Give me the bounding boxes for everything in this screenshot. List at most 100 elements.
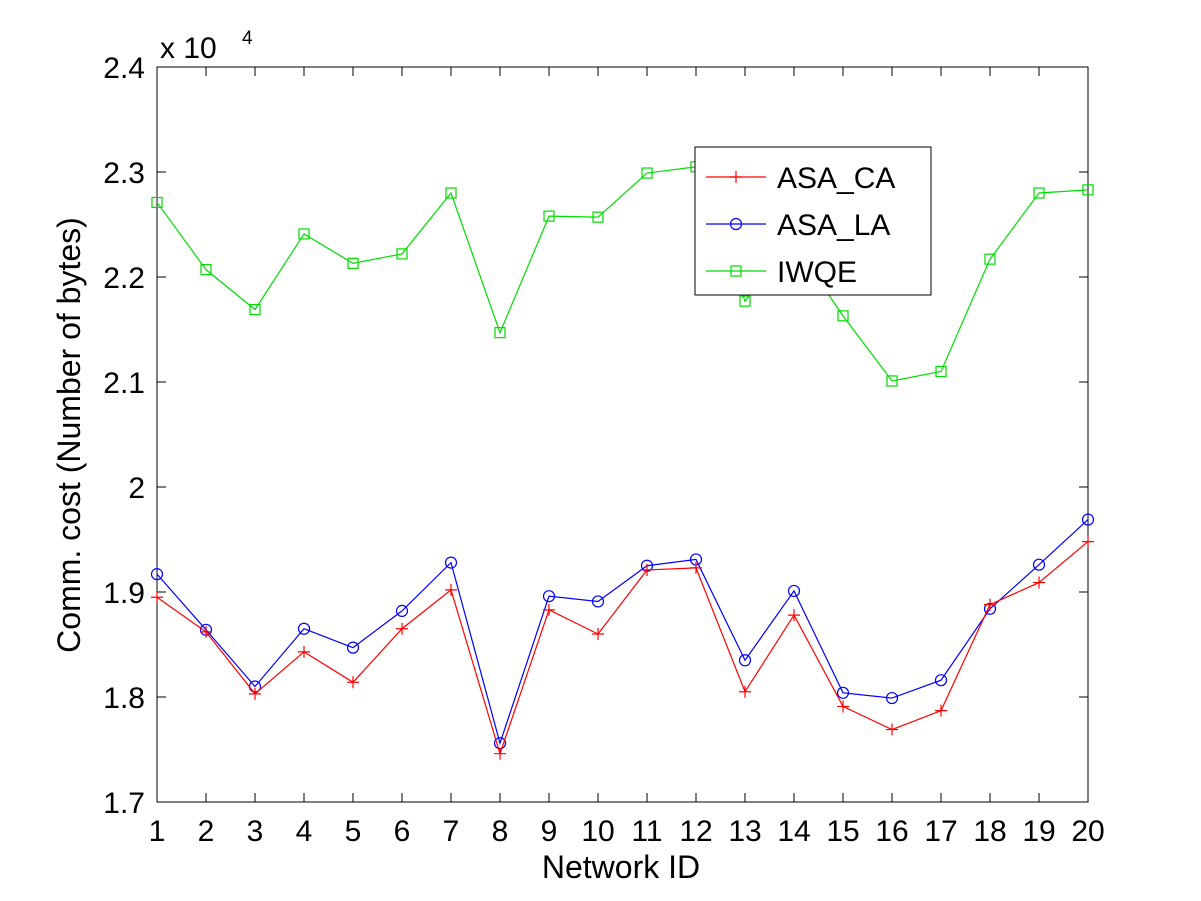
y-tick-labels: 1.7 1.8 1.9 2 2.1 2.2 2.3 2.4 xyxy=(103,52,145,820)
series-line xyxy=(156,519,1089,746)
data-point xyxy=(249,687,261,700)
x-tick-label: 20 xyxy=(1071,815,1104,848)
legend-label: IWQE xyxy=(777,256,857,289)
x-tick-label: 14 xyxy=(777,815,810,848)
x-tick-label: 3 xyxy=(247,815,264,848)
data-point xyxy=(1033,576,1045,589)
data-point xyxy=(886,723,898,736)
data-point xyxy=(543,210,555,222)
data-point xyxy=(396,622,408,635)
y-axis-label: Comm. cost (Number of bytes) xyxy=(51,217,87,653)
data-point xyxy=(445,187,457,199)
legend-entry: IWQE xyxy=(706,256,857,289)
data-point xyxy=(837,700,849,713)
legend-label: ASA_CA xyxy=(777,162,895,195)
series-line xyxy=(156,166,1089,382)
data-point xyxy=(641,167,653,179)
data-point xyxy=(591,595,605,608)
x-tick-label: 15 xyxy=(826,815,859,848)
data-point xyxy=(837,310,849,322)
y-tick-label: 2.3 xyxy=(103,157,145,190)
data-point xyxy=(1082,184,1094,196)
data-point xyxy=(200,625,212,638)
data-point xyxy=(935,365,947,378)
data-point xyxy=(395,604,409,618)
legend-box xyxy=(694,146,932,296)
data-point xyxy=(494,747,506,760)
y-multiplier-exponent: 4 xyxy=(242,28,253,49)
x-tick-label: 1 xyxy=(149,815,166,848)
legend: ASA_CA ASA_LA IWQE xyxy=(694,146,932,296)
data-point xyxy=(347,676,359,689)
x-tick-label: 8 xyxy=(492,815,509,848)
axis-ticks xyxy=(156,66,1089,803)
y-multiplier-label: x 10 xyxy=(160,32,217,65)
data-point xyxy=(787,584,801,598)
data-point xyxy=(150,568,164,581)
series-line xyxy=(156,541,1089,756)
data-point xyxy=(730,265,742,277)
x-tick-label: 4 xyxy=(296,815,313,848)
y-tick-label: 2.4 xyxy=(103,52,145,85)
legend-entry: ASA_LA xyxy=(706,209,890,242)
data-point xyxy=(542,590,556,603)
data-point xyxy=(1081,513,1095,526)
data-point xyxy=(396,248,408,260)
data-point xyxy=(788,609,800,622)
data-point xyxy=(298,645,310,658)
x-tick-label: 17 xyxy=(924,815,957,848)
data-point xyxy=(494,327,506,339)
x-tick-label: 7 xyxy=(443,815,460,848)
data-point xyxy=(984,598,996,611)
series-asa_ca xyxy=(151,535,1094,760)
data-point xyxy=(739,685,751,698)
y-tick-label: 1.7 xyxy=(103,787,145,820)
data-point xyxy=(347,257,359,269)
data-point xyxy=(836,686,850,699)
x-tick-label: 16 xyxy=(875,815,908,848)
series-layer xyxy=(150,161,1095,760)
data-point xyxy=(934,674,948,687)
data-point xyxy=(1082,535,1094,548)
data-point xyxy=(1033,187,1045,199)
data-point xyxy=(690,561,702,574)
data-point xyxy=(592,211,604,223)
x-axis-label: Network ID xyxy=(542,849,700,885)
x-tick-label: 11 xyxy=(631,815,662,848)
y-tick-label: 1.8 xyxy=(103,682,145,715)
data-point xyxy=(885,691,899,705)
x-tick-label: 2 xyxy=(198,815,215,848)
data-point xyxy=(297,622,311,635)
y-tick-label: 2.1 xyxy=(103,367,145,400)
y-tick-label: 2 xyxy=(128,472,145,505)
x-tick-label: 6 xyxy=(394,815,411,848)
x-tick-label: 5 xyxy=(345,815,362,848)
data-point xyxy=(543,603,555,616)
data-point xyxy=(298,228,310,240)
x-tick-labels: 1 2 3 4 5 6 7 8 9 10 11 12 13 14 15 16 17 18 19 20 xyxy=(149,815,1105,848)
data-point xyxy=(738,654,752,667)
x-tick-label: 10 xyxy=(581,815,614,848)
data-point xyxy=(444,556,458,569)
legend-entry: ASA_CA xyxy=(706,162,895,195)
data-point xyxy=(249,303,261,316)
plot-area xyxy=(156,66,1089,803)
data-point xyxy=(1032,558,1046,571)
data-point xyxy=(151,591,163,604)
data-point xyxy=(886,375,898,387)
x-tick-label: 9 xyxy=(541,815,558,848)
x-tick-label: 18 xyxy=(973,815,1006,848)
data-point xyxy=(935,704,947,717)
legend-label: ASA_LA xyxy=(777,209,890,242)
data-point xyxy=(730,171,742,183)
data-point xyxy=(445,583,457,596)
data-point xyxy=(984,253,996,265)
y-tick-label: 1.9 xyxy=(103,577,145,610)
x-tick-label: 12 xyxy=(679,815,712,848)
data-point xyxy=(729,217,743,231)
x-tick-label: 13 xyxy=(728,815,761,848)
data-point xyxy=(200,264,212,276)
y-tick-label: 2.2 xyxy=(103,262,145,295)
x-tick-label: 19 xyxy=(1022,815,1055,848)
